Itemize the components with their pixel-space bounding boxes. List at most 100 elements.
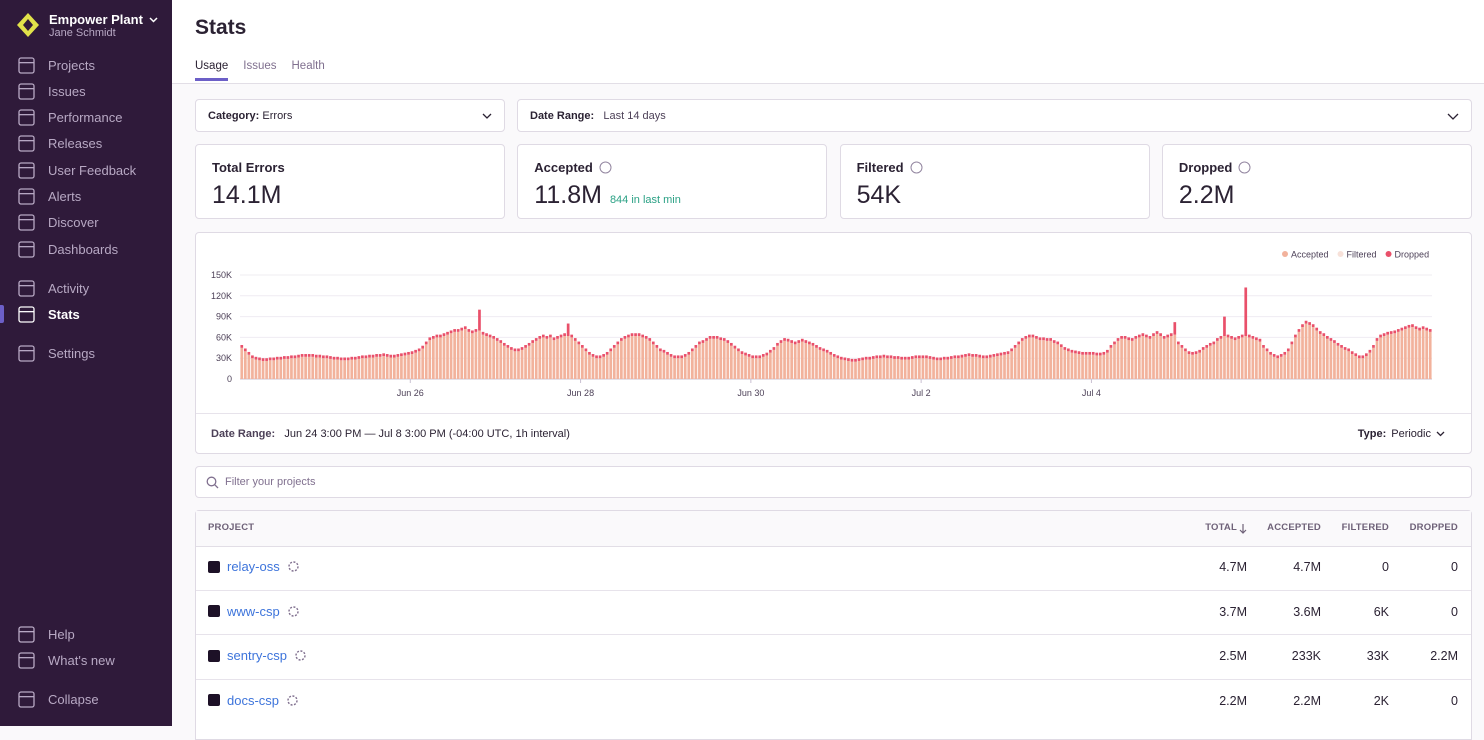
column-header[interactable]: ACCEPTED [1267, 522, 1321, 533]
nav-item[interactable]: Settings [18, 342, 95, 364]
bar-segment [1063, 349, 1067, 379]
bar-segment [400, 356, 403, 379]
bar-segment [790, 340, 794, 343]
nav-item[interactable]: What's new [18, 649, 115, 671]
bar-segment [683, 356, 687, 379]
category-select[interactable]: Category: Errors [195, 99, 505, 132]
date-label: Date Range: [530, 110, 595, 122]
project-link[interactable]: docs-csp [227, 692, 280, 708]
bar-segment [882, 357, 886, 379]
bar-segment [336, 359, 339, 379]
type-select[interactable]: Type: Periodic [1358, 428, 1445, 440]
bar-segment [1255, 337, 1258, 341]
nav-item[interactable]: Stats [18, 303, 80, 325]
bar-segment [822, 348, 825, 352]
settings-icon[interactable] [294, 649, 307, 662]
bar-segment [914, 358, 918, 379]
bar-segment [382, 353, 386, 357]
column-header[interactable]: DROPPED [1409, 522, 1458, 533]
bar-segment [307, 356, 311, 379]
nav-label: Stats [48, 306, 80, 322]
nav-item[interactable]: Help [18, 623, 75, 645]
bar-segment [595, 355, 598, 359]
bar-segment [1347, 348, 1350, 352]
column-header[interactable]: FILTERED [1341, 522, 1389, 533]
settings-icon[interactable] [287, 605, 300, 618]
bar-segment [737, 348, 740, 352]
card-value: 11.8M 844 in last min [534, 181, 681, 210]
project-search[interactable]: Filter your projects [195, 466, 1472, 498]
bar-segment [531, 340, 535, 343]
nav-item[interactable]: Alerts [18, 186, 81, 208]
bar-segment [495, 340, 499, 379]
bar-segment [541, 337, 545, 379]
bar-segment [829, 351, 833, 355]
bar-segment [325, 358, 329, 379]
bar-segment [1123, 336, 1127, 339]
bar-segment [882, 354, 886, 358]
bar-segment [1113, 341, 1116, 345]
bar-segment [818, 349, 822, 379]
nav-item[interactable]: Issues [18, 80, 86, 102]
icon-shape [18, 279, 35, 297]
tab[interactable]: Usage [195, 60, 229, 81]
bar-segment [428, 337, 432, 341]
bar-segment [1194, 354, 1198, 379]
date-range-select[interactable]: Date Range: Last 14 days [517, 99, 1472, 132]
bar-segment [996, 353, 999, 357]
project-link[interactable]: relay-oss [227, 559, 280, 574]
bar-segment [261, 360, 265, 379]
bar-segment [740, 354, 744, 379]
nav-item[interactable]: Projects [18, 54, 95, 76]
tab[interactable]: Issues [243, 60, 277, 72]
bar-segment [332, 359, 336, 379]
bar-segment [637, 333, 641, 337]
nav-item[interactable]: Activity [18, 277, 89, 299]
settings-icon[interactable] [286, 694, 299, 707]
bar-segment [1219, 338, 1223, 379]
icon-shape [18, 306, 35, 323]
bar-segment [726, 340, 730, 343]
nav-item[interactable]: Dashboards [18, 238, 118, 260]
bar-segment [786, 341, 790, 379]
tab[interactable]: Health [291, 60, 325, 72]
nav-item[interactable]: User Feedback [18, 159, 136, 181]
project-link[interactable]: sentry-csp [227, 648, 287, 663]
bar-segment [847, 360, 850, 379]
cell-value: 0 [1382, 560, 1389, 574]
bar-segment [900, 356, 903, 360]
date-value: Last 14 days [603, 110, 666, 122]
bar-segment [1155, 333, 1159, 379]
nav-item[interactable]: Releases [18, 133, 102, 155]
project-link[interactable]: www-csp [227, 603, 280, 619]
bar-segment [659, 348, 662, 352]
nav-item[interactable]: Performance [18, 107, 122, 129]
bar-segment [1031, 334, 1035, 338]
nav-item[interactable]: Discover [18, 212, 99, 234]
nav-item[interactable]: Collapse [18, 688, 99, 710]
bar-segment [382, 356, 386, 379]
icon-shape [18, 651, 35, 669]
chevron [482, 113, 492, 119]
org-switcher[interactable]: Empower Plant [49, 12, 158, 27]
bar-segment [1279, 354, 1283, 357]
bar-segment [641, 337, 645, 379]
settings-icon[interactable] [287, 560, 300, 573]
bar-segment [407, 351, 410, 355]
bar-segment [1308, 322, 1311, 325]
bar-segment [1003, 351, 1006, 355]
bar-segment [1106, 352, 1109, 379]
cell-value: 2K [1373, 693, 1389, 708]
bar-segment [985, 355, 989, 359]
bar-segment [538, 338, 542, 379]
bar-segment [832, 354, 836, 357]
bar-segment [311, 354, 315, 357]
project-icon [208, 649, 220, 662]
bar-segment [1400, 330, 1404, 379]
bar-segment [1120, 336, 1123, 339]
bar-segment [1166, 337, 1170, 379]
column-header[interactable]: TOTAL [1205, 522, 1237, 533]
bar-segment [559, 337, 563, 379]
bar-segment [1425, 327, 1429, 331]
x-tick-label: Jun 26 [397, 388, 424, 398]
